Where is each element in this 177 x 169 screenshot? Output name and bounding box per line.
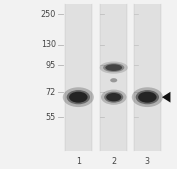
Text: 2: 2 — [111, 157, 116, 166]
Bar — [100, 4, 127, 151]
Bar — [134, 4, 161, 151]
Ellipse shape — [101, 90, 126, 105]
Ellipse shape — [63, 87, 94, 107]
Ellipse shape — [67, 90, 90, 104]
Ellipse shape — [110, 78, 117, 82]
Text: 250: 250 — [41, 10, 56, 19]
Ellipse shape — [136, 90, 159, 104]
Polygon shape — [162, 92, 170, 103]
Ellipse shape — [69, 92, 88, 103]
Text: 3: 3 — [145, 157, 150, 166]
Ellipse shape — [103, 63, 124, 72]
Text: 72: 72 — [45, 88, 56, 97]
Ellipse shape — [99, 62, 128, 74]
Bar — [65, 4, 92, 151]
Ellipse shape — [132, 87, 163, 107]
Text: 55: 55 — [45, 113, 56, 122]
Ellipse shape — [138, 92, 157, 103]
Ellipse shape — [105, 64, 122, 71]
Text: 130: 130 — [41, 40, 56, 49]
Text: 95: 95 — [45, 61, 56, 70]
Ellipse shape — [104, 92, 123, 103]
Ellipse shape — [106, 93, 121, 101]
Text: 1: 1 — [76, 157, 81, 166]
